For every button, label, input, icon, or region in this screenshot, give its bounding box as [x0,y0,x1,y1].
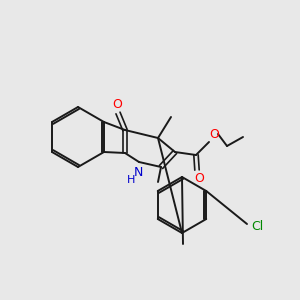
Text: O: O [194,172,204,184]
Text: H: H [127,175,135,185]
Text: O: O [112,98,122,110]
Text: Cl: Cl [251,220,263,232]
Text: N: N [133,166,143,178]
Text: O: O [209,128,219,142]
